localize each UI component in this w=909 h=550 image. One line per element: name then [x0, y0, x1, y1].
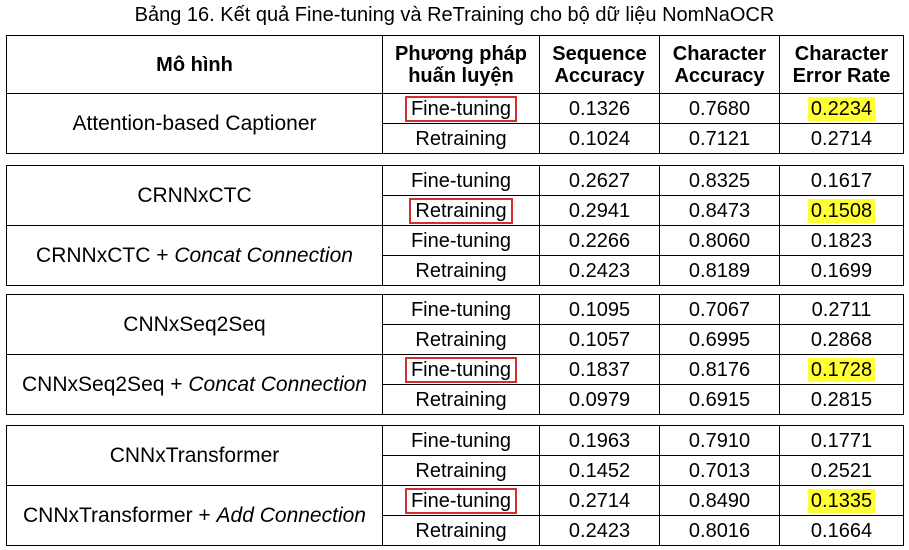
method-cell: Retraining	[382, 123, 540, 154]
cer-cell: 0.2868	[779, 324, 904, 355]
best-cer-highlight: 0.1728	[807, 357, 876, 382]
table-row: Retraining 0.1024 0.7121 0.2714	[7, 123, 904, 154]
model-name: CNNxTransformer	[6, 425, 383, 486]
method-cell: Fine-tuning	[382, 93, 540, 124]
model-name: CRNNxCTC	[6, 165, 383, 226]
table-row: Retraining 0.2423 0.8016 0.1664	[7, 515, 904, 546]
method-cell: Retraining	[382, 455, 540, 486]
character-accuracy-cell: 0.7910	[659, 425, 780, 456]
method-cell: Retraining	[382, 255, 540, 286]
sequence-accuracy-cell: 0.0979	[539, 384, 660, 415]
table-row: Retraining 0.1057 0.6995 0.2868	[7, 324, 904, 355]
character-accuracy-cell: 0.8189	[659, 255, 780, 286]
results-table-block-2: CRNNxCTC Fine-tuning 0.2627 0.8325 0.161…	[6, 165, 904, 286]
cer-cell: 0.2714	[779, 123, 904, 154]
header-character-error-rate: Character Error Rate	[779, 35, 904, 94]
sequence-accuracy-cell: 0.2627	[539, 165, 660, 196]
results-table-block-3: CNNxSeq2Seq Fine-tuning 0.1095 0.7067 0.…	[6, 294, 904, 415]
character-accuracy-cell: 0.8325	[659, 165, 780, 196]
best-cer-highlight: 0.2234	[807, 96, 876, 121]
model-name: CRNNxCTC + Concat Connection	[6, 225, 383, 286]
method-cell: Fine-tuning	[382, 225, 540, 256]
best-cer-highlight: 0.1335	[807, 488, 876, 513]
method-cell: Fine-tuning	[382, 294, 540, 325]
method-cell: Fine-tuning	[382, 485, 540, 516]
sequence-accuracy-cell: 0.2941	[539, 195, 660, 226]
method-cell: Fine-tuning	[382, 425, 540, 456]
sequence-accuracy-cell: 0.1963	[539, 425, 660, 456]
character-accuracy-cell: 0.7680	[659, 93, 780, 124]
character-accuracy-cell: 0.8176	[659, 354, 780, 385]
cer-cell: 0.1771	[779, 425, 904, 456]
cer-cell: 0.1335	[779, 485, 904, 516]
table-row: CNNxTransformer + Add Connection Fine-tu…	[6, 485, 904, 546]
header-sequence-accuracy: Sequence Accuracy	[539, 35, 660, 94]
table-row: CRNNxCTC Fine-tuning 0.2627 0.8325 0.161…	[6, 165, 904, 226]
method-cell: Retraining	[382, 324, 540, 355]
table-row: Retraining 0.2423 0.8189 0.1699	[7, 255, 904, 286]
sequence-accuracy-cell: 0.1452	[539, 455, 660, 486]
best-method-box: Fine-tuning	[404, 487, 518, 514]
cer-cell: 0.1728	[779, 354, 904, 385]
cer-cell: 0.1508	[779, 195, 904, 226]
results-table-block-1: Mô hình Phương pháp huấn luyện Sequence Ac…	[6, 35, 904, 154]
character-accuracy-cell: 0.7067	[659, 294, 780, 325]
best-method-box: Fine-tuning	[404, 356, 518, 383]
sequence-accuracy-cell: 0.2423	[539, 255, 660, 286]
table-caption: Bảng 16. Kết quả Fine-tuning và ReTraini…	[134, 4, 775, 26]
results-table-block-4: CNNxTransformer Fine-tuning 0.1963 0.791…	[6, 425, 904, 546]
best-method-box: Retraining	[409, 197, 513, 224]
character-accuracy-cell: 0.8473	[659, 195, 780, 226]
cer-cell: 0.2815	[779, 384, 904, 415]
method-cell: Fine-tuning	[382, 165, 540, 196]
method-cell: Retraining	[382, 384, 540, 415]
character-accuracy-cell: 0.6915	[659, 384, 780, 415]
sequence-accuracy-cell: 0.1095	[539, 294, 660, 325]
best-cer-highlight: 0.1508	[807, 198, 876, 223]
character-accuracy-cell: 0.6995	[659, 324, 780, 355]
table-row: Retraining 0.1452 0.7013 0.2521	[7, 455, 904, 486]
best-method-box: Fine-tuning	[404, 95, 518, 122]
cer-cell: 0.2234	[779, 93, 904, 124]
character-accuracy-cell: 0.8016	[659, 515, 780, 546]
character-accuracy-cell: 0.7121	[659, 123, 780, 154]
cer-cell: 0.1823	[779, 225, 904, 256]
model-name: Attention-based Captioner	[6, 93, 383, 154]
cer-cell: 0.2521	[779, 455, 904, 486]
cer-cell: 0.1617	[779, 165, 904, 196]
table-row: CNNxSeq2Seq Fine-tuning 0.1095 0.7067 0.…	[6, 294, 904, 355]
header-model: Mô hình	[6, 35, 383, 94]
method-cell: Fine-tuning	[382, 354, 540, 385]
model-name: CNNxSeq2Seq	[6, 294, 383, 355]
cer-cell: 0.1699	[779, 255, 904, 286]
table-row: CNNxTransformer Fine-tuning 0.1963 0.791…	[6, 425, 904, 486]
header-row: Mô hình Phương pháp huấn luyện Sequence Ac…	[6, 35, 904, 94]
model-name: CNNxSeq2Seq + Concat Connection	[6, 354, 383, 415]
cer-cell: 0.2711	[779, 294, 904, 325]
character-accuracy-cell: 0.8490	[659, 485, 780, 516]
character-accuracy-cell: 0.8060	[659, 225, 780, 256]
sequence-accuracy-cell: 0.2714	[539, 485, 660, 516]
table-row: Retraining 0.2941 0.8473 0.1508	[7, 195, 904, 226]
sequence-accuracy-cell: 0.1057	[539, 324, 660, 355]
sequence-accuracy-cell: 0.2423	[539, 515, 660, 546]
sequence-accuracy-cell: 0.1837	[539, 354, 660, 385]
header-method: Phương pháp huấn luyện	[382, 35, 540, 94]
model-name: CNNxTransformer + Add Connection	[6, 485, 383, 546]
character-accuracy-cell: 0.7013	[659, 455, 780, 486]
method-cell: Retraining	[382, 515, 540, 546]
header-character-accuracy: Character Accuracy	[659, 35, 780, 94]
sequence-accuracy-cell: 0.2266	[539, 225, 660, 256]
cer-cell: 0.1664	[779, 515, 904, 546]
table-row: CNNxSeq2Seq + Concat Connection Fine-tun…	[6, 354, 904, 415]
table-row: Retraining 0.0979 0.6915 0.2815	[7, 384, 904, 415]
method-cell: Retraining	[382, 195, 540, 226]
table-row: Attention-based Captioner Fine-tuning 0.…	[6, 93, 904, 154]
sequence-accuracy-cell: 0.1326	[539, 93, 660, 124]
sequence-accuracy-cell: 0.1024	[539, 123, 660, 154]
table-row: CRNNxCTC + Concat Connection Fine-tuning…	[6, 225, 904, 286]
